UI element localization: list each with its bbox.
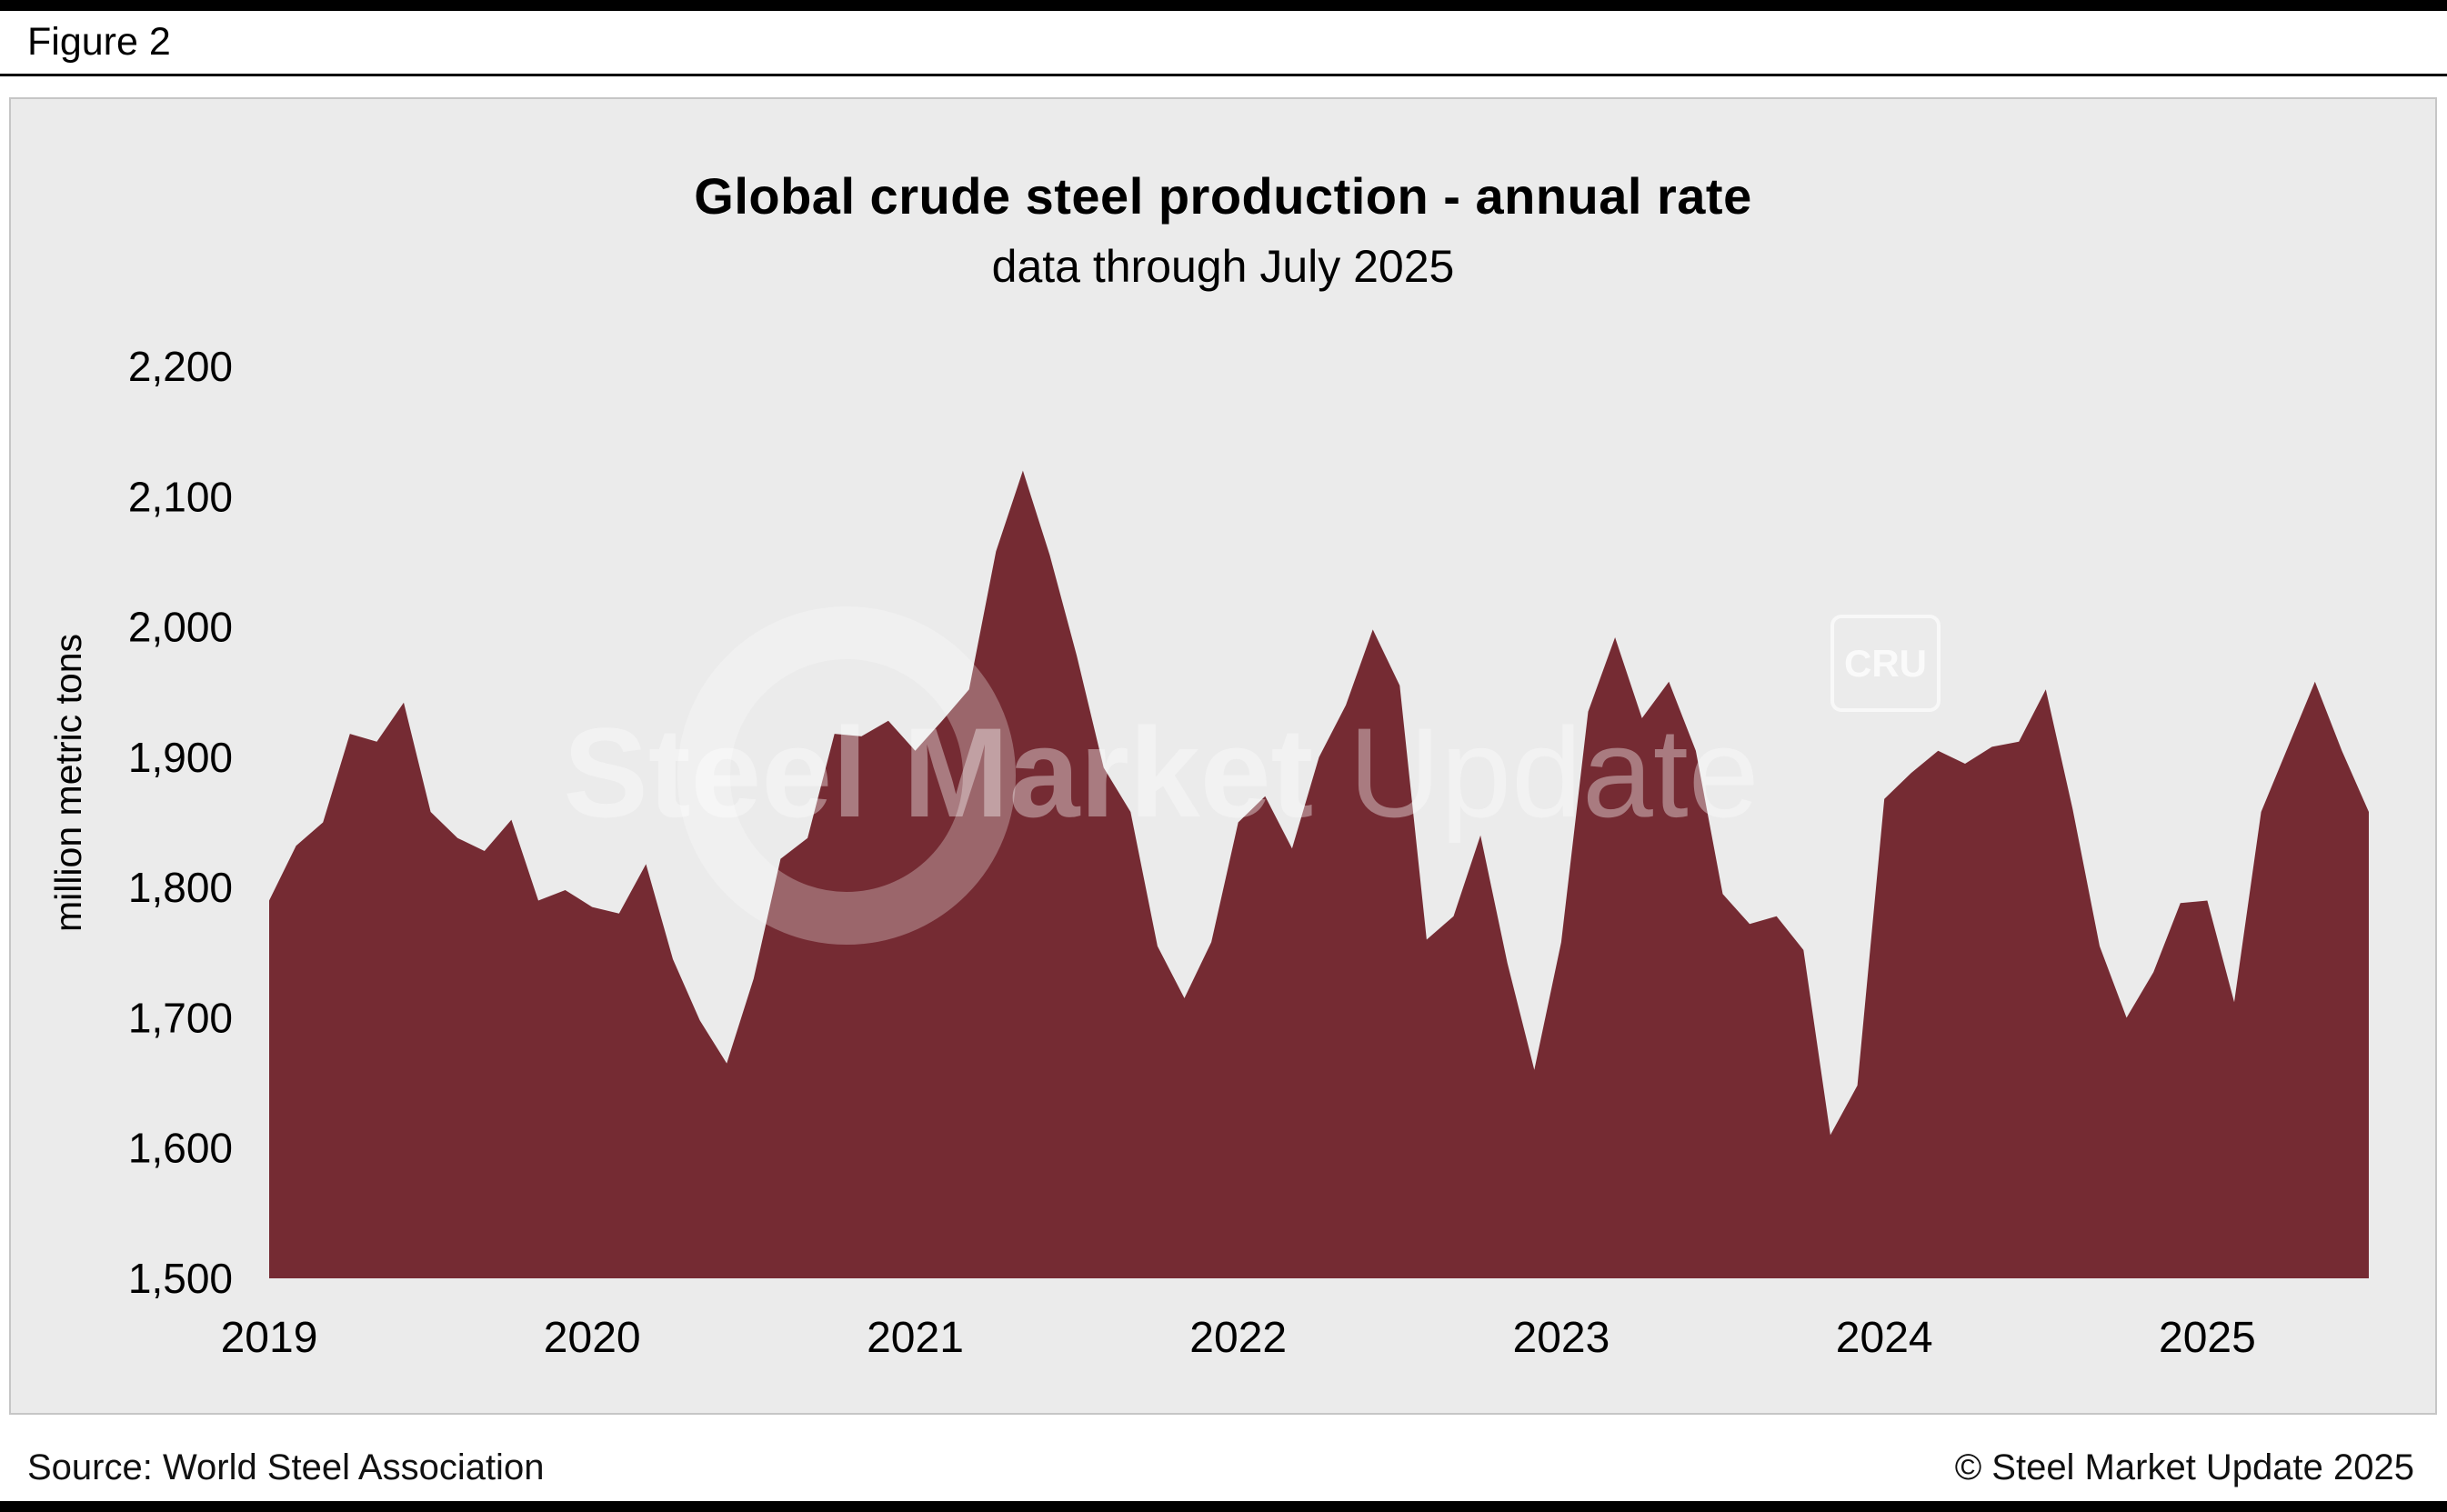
- copyright-note: © Steel Market Update 2025: [1954, 1447, 2414, 1487]
- y-tick-label: 1,600: [128, 1125, 233, 1172]
- y-tick-label: 1,500: [128, 1255, 233, 1302]
- x-tick-label: 2020: [544, 1314, 641, 1362]
- y-tick-label: 1,700: [128, 994, 233, 1041]
- chart-title: Global crude steel production - annual r…: [694, 167, 1752, 225]
- x-tick-label: 2021: [867, 1314, 964, 1362]
- source-note: Source: World Steel Association: [27, 1447, 545, 1487]
- y-tick-label: 1,900: [128, 734, 233, 781]
- area-series: [269, 470, 2369, 1278]
- x-tick-label: 2022: [1189, 1314, 1287, 1362]
- top-black-bar: [0, 0, 2447, 11]
- figure-label: Figure 2: [27, 20, 171, 64]
- x-tick-label: 2019: [221, 1314, 318, 1362]
- chart-plot: 1,500 1,600 1,700 1,800 1,900 2,000 2,100 2,200…: [128, 343, 2369, 1362]
- y-tick-label: 2,100: [128, 473, 233, 520]
- x-tick-label: 2025: [2159, 1314, 2256, 1362]
- x-tick-label: 2024: [1836, 1314, 1933, 1362]
- y-tick-label: 1,800: [128, 864, 233, 911]
- header-divider: [0, 74, 2447, 76]
- x-tick-label: 2023: [1513, 1314, 1610, 1362]
- y-axis-label: million metric tons: [47, 633, 89, 933]
- chart-panel: 1,500 1,600 1,700 1,800 1,900 2,000 2,100 2,200…: [9, 97, 2437, 1415]
- chart-subtitle: data through July 2025: [991, 241, 1455, 292]
- bottom-black-bar: [0, 1501, 2447, 1512]
- y-tick-label: 2,200: [128, 343, 233, 390]
- y-tick-label: 2,000: [128, 604, 233, 651]
